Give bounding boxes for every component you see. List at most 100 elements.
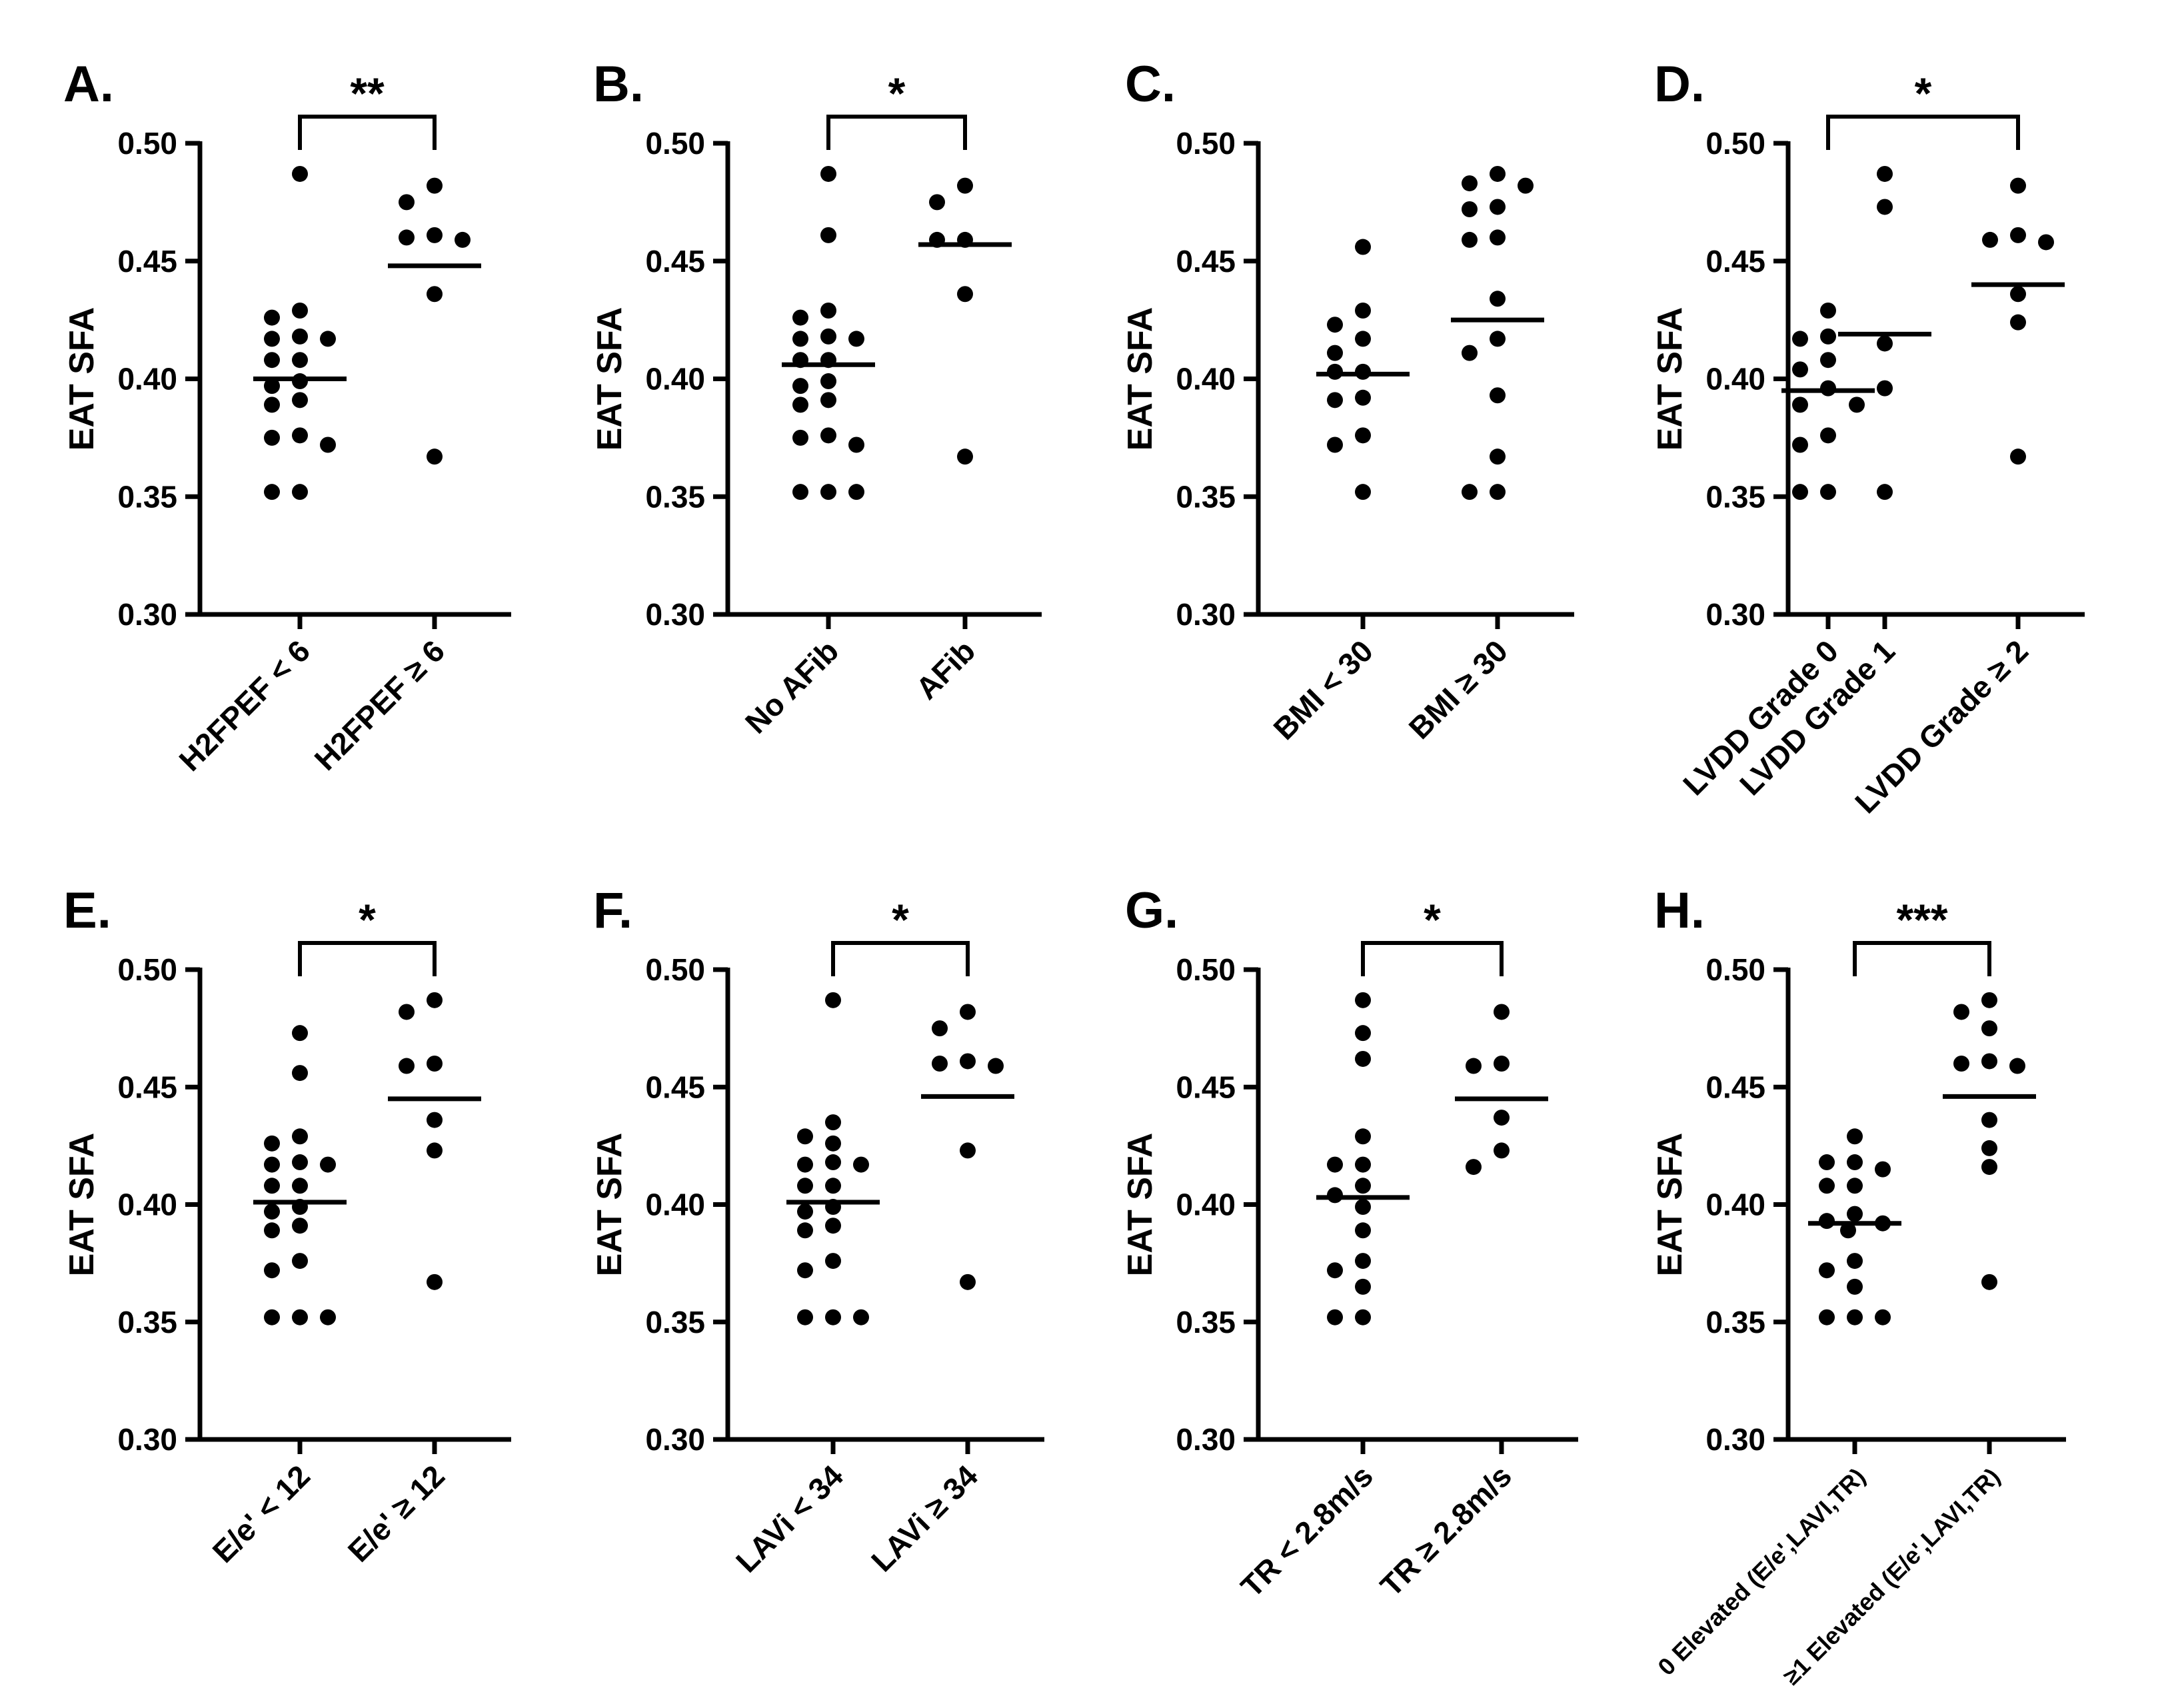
- x-category-label: LAVi ≥ 34: [864, 1458, 984, 1578]
- data-point: [792, 484, 808, 500]
- y-tick-label: 0.35: [1176, 1305, 1236, 1339]
- data-point: [264, 397, 280, 413]
- panel-letter: B.: [593, 56, 644, 113]
- data-point: [292, 1309, 308, 1325]
- data-point: [264, 1309, 280, 1325]
- data-point: [957, 177, 973, 194]
- data-point: [1462, 231, 1478, 248]
- data-point: [1327, 1187, 1343, 1204]
- data-point: [2009, 1058, 2025, 1074]
- significance-bracket: [1826, 115, 2020, 150]
- data-point: [1355, 302, 1371, 319]
- data-point: [427, 1056, 443, 1072]
- data-point: [1877, 199, 1893, 215]
- y-axis-title: EAT SFA: [590, 1133, 629, 1277]
- y-tick-label: 0.40: [1176, 1188, 1236, 1222]
- y-tick-label: 0.40: [645, 362, 705, 397]
- data-point: [427, 1274, 443, 1290]
- data-point: [1953, 1056, 1969, 1072]
- data-point: [853, 1309, 869, 1325]
- data-point: [320, 1309, 336, 1325]
- y-tick-label: 0.40: [117, 362, 177, 397]
- chart-panel-c: C. EAT SFA 0.30 0.35 0.40 0.45 0.50 BMI < 30 BMI…: [1121, 56, 1574, 746]
- data-point: [792, 309, 808, 326]
- x-category-label: No AFib: [738, 633, 845, 740]
- data-point: [853, 1156, 869, 1173]
- y-tick-label: 0.50: [645, 952, 705, 987]
- data-point: [797, 1156, 813, 1173]
- significance-label: *: [888, 69, 906, 118]
- data-point: [1820, 328, 1836, 345]
- data-point: [820, 427, 836, 444]
- data-point: [292, 484, 308, 500]
- data-point: [1355, 1199, 1371, 1216]
- data-point: [1466, 1159, 1482, 1176]
- data-point: [1462, 175, 1478, 192]
- data-point: [399, 194, 415, 211]
- data-point: [292, 328, 308, 345]
- data-point: [292, 1154, 308, 1171]
- panel-letter: F.: [593, 882, 632, 939]
- data-point: [264, 1262, 280, 1279]
- data-point: [932, 1056, 948, 1072]
- data-point: [820, 484, 836, 500]
- data-point: [825, 1114, 841, 1131]
- data-point: [1792, 361, 1808, 378]
- y-tick-label: 0.30: [1705, 597, 1765, 632]
- x-category-label: H2FPEF < 6: [172, 633, 317, 778]
- data-point: [1819, 1154, 1835, 1171]
- data-point: [1355, 1253, 1371, 1270]
- data-point: [264, 429, 280, 446]
- data-point: [797, 1204, 813, 1220]
- data-point: [264, 1204, 280, 1220]
- data-point: [792, 429, 808, 446]
- data-point: [455, 231, 471, 248]
- x-category-label: E/e' < 12: [205, 1458, 317, 1569]
- y-tick-label: 0.50: [1705, 126, 1765, 161]
- data-point: [1981, 1020, 1997, 1037]
- data-point: [1490, 165, 1506, 182]
- data-point: [1355, 1156, 1371, 1173]
- data-point: [960, 1053, 976, 1070]
- data-point: [2010, 314, 2026, 331]
- y-tick-label: 0.35: [1705, 479, 1765, 514]
- significance-label: **: [350, 69, 385, 118]
- data-point: [1490, 199, 1506, 215]
- data-point: [1355, 1222, 1371, 1239]
- chart-panel-f: F. EAT SFA 0.30 0.35 0.40 0.45 0.50 LAVi < 34 LA…: [590, 882, 1044, 1579]
- y-axis-title: EAT SFA: [1121, 307, 1160, 451]
- y-tick-label: 0.50: [1176, 952, 1236, 987]
- data-point: [820, 302, 836, 319]
- y-tick-label: 0.45: [645, 1070, 705, 1104]
- data-point: [1355, 992, 1371, 1008]
- y-tick-label: 0.50: [117, 126, 177, 161]
- data-point: [427, 1112, 443, 1128]
- data-point: [1355, 239, 1371, 255]
- data-point: [1820, 380, 1836, 397]
- data-point: [1490, 291, 1506, 307]
- data-point: [1877, 484, 1893, 500]
- data-point: [427, 448, 443, 465]
- data-point: [797, 1128, 813, 1145]
- data-point: [825, 1135, 841, 1152]
- data-point: [427, 286, 443, 303]
- y-tick-label: 0.50: [1176, 126, 1236, 161]
- data-point: [1490, 448, 1506, 465]
- data-point: [264, 309, 280, 326]
- data-point: [1847, 1206, 1863, 1222]
- data-point: [820, 227, 836, 243]
- data-point: [2010, 448, 2026, 465]
- data-point: [1355, 484, 1371, 500]
- panel-letter: A.: [63, 56, 114, 113]
- y-tick-label: 0.50: [117, 952, 177, 987]
- data-point: [264, 1156, 280, 1173]
- data-point: [1819, 1262, 1835, 1279]
- data-point: [1355, 389, 1371, 406]
- chart-panel-e: E. EAT SFA 0.30 0.35 0.40 0.45 0.50 E/e' < 12 E/…: [63, 882, 511, 1569]
- y-tick-label: 0.40: [1705, 1188, 1765, 1222]
- data-point: [1820, 352, 1836, 369]
- y-tick-label: 0.30: [1176, 1422, 1236, 1457]
- data-point: [848, 331, 864, 347]
- data-point: [1327, 1262, 1343, 1279]
